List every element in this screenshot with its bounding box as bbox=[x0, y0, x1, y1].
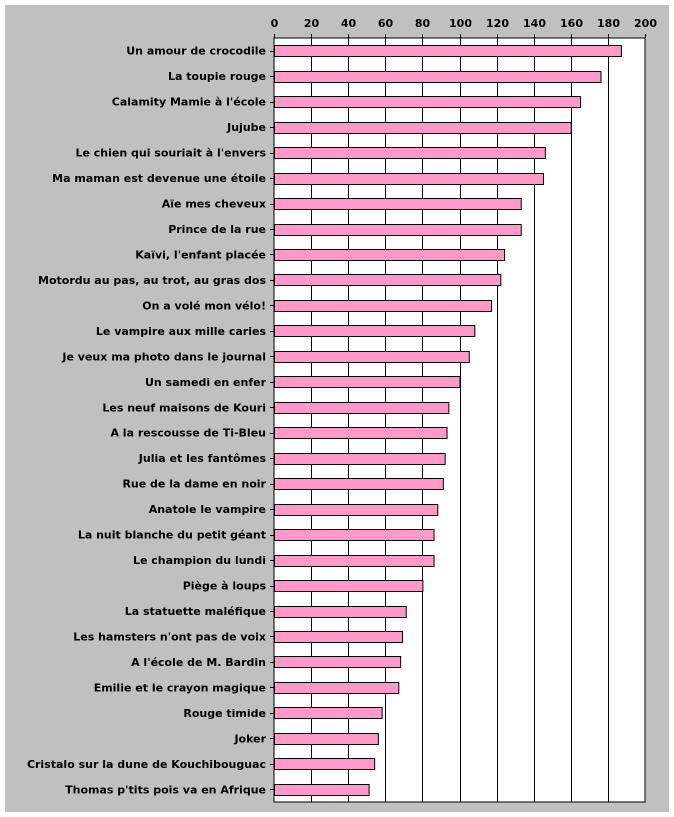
x-tick-label: 20 bbox=[304, 17, 320, 30]
category-label: Anatole le vampire bbox=[149, 503, 266, 516]
category-label: Calamity Mamie à l'école bbox=[112, 96, 266, 109]
x-tick-label: 140 bbox=[523, 17, 546, 30]
category-label: Kaïvi, l'enfant placée bbox=[135, 248, 266, 261]
category-label: Un amour de crocodile bbox=[126, 45, 266, 58]
x-axis-ticks: 0 20 40 60 80 100 120 140 160 180 200 bbox=[271, 17, 657, 38]
bar bbox=[274, 300, 493, 312]
bar bbox=[274, 427, 448, 439]
category-label: Cristalo sur la dune de Kouchibouguac bbox=[27, 758, 266, 771]
bar bbox=[274, 173, 544, 185]
x-tick-label: 40 bbox=[341, 17, 357, 30]
category-label: Motordu au pas, au trot, au gras dos bbox=[38, 274, 266, 287]
bar bbox=[274, 249, 506, 261]
bar bbox=[274, 529, 435, 541]
x-tick-label: 180 bbox=[597, 17, 620, 30]
bar bbox=[274, 147, 546, 159]
category-label: On a volé mon vélo! bbox=[142, 299, 266, 312]
category-label: Le champion du lundi bbox=[133, 554, 266, 567]
bar bbox=[274, 376, 461, 388]
bars bbox=[274, 45, 622, 796]
gridlines bbox=[311, 38, 609, 802]
bar bbox=[274, 224, 522, 236]
category-label: La statuette maléfique bbox=[125, 605, 266, 618]
category-labels: Un amour de crocodile La toupie rouge Cala… bbox=[27, 45, 274, 796]
x-tick-label: 120 bbox=[486, 17, 509, 30]
category-label: A l'école de M. Bardin bbox=[131, 656, 266, 669]
category-label: Thomas p'tits pois va en Afrique bbox=[65, 783, 266, 796]
category-label: Joker bbox=[233, 732, 266, 745]
bar bbox=[274, 656, 402, 668]
bar bbox=[274, 71, 602, 83]
category-label: Aïe mes cheveux bbox=[162, 198, 266, 211]
bar bbox=[274, 198, 522, 210]
category-label: Le chien qui souriait à l'envers bbox=[75, 147, 266, 160]
x-tick-label: 200 bbox=[634, 17, 657, 30]
bar bbox=[274, 45, 622, 57]
bar bbox=[274, 96, 582, 108]
bar bbox=[274, 580, 424, 592]
category-label: Le vampire aux mille caries bbox=[96, 325, 267, 338]
category-label: La nuit blanche du petit géant bbox=[78, 529, 266, 542]
bar bbox=[274, 402, 450, 414]
bar bbox=[274, 122, 572, 134]
category-label: Piège à loups bbox=[183, 580, 267, 593]
category-label: Rue de la dame en noir bbox=[122, 478, 266, 491]
bar bbox=[274, 453, 446, 465]
x-tick-label: 80 bbox=[415, 17, 431, 30]
bar bbox=[274, 606, 407, 618]
bar bbox=[274, 351, 470, 363]
category-label: Les hamsters n'ont pas de voix bbox=[73, 630, 266, 643]
bar bbox=[274, 478, 444, 490]
category-label: Les neuf maisons de Kouri bbox=[102, 401, 266, 414]
bar bbox=[274, 733, 379, 745]
bar bbox=[274, 555, 435, 567]
plot-area bbox=[273, 37, 646, 803]
bar bbox=[274, 631, 403, 643]
bar bbox=[274, 274, 502, 286]
plot-background bbox=[273, 37, 646, 803]
category-label: La toupie rouge bbox=[168, 70, 266, 83]
category-label: Jujube bbox=[226, 121, 266, 134]
x-tick-label: 160 bbox=[560, 17, 583, 30]
category-label: Prince de la rue bbox=[168, 223, 266, 236]
category-label: Ma maman est devenue une étoile bbox=[52, 172, 266, 185]
x-tick-label: 60 bbox=[378, 17, 394, 30]
category-label: Un samedi en enfer bbox=[145, 376, 267, 389]
bar bbox=[274, 758, 376, 770]
x-tick-label: 0 bbox=[271, 17, 279, 30]
bar bbox=[274, 325, 476, 337]
category-label: Emilie et le crayon magique bbox=[94, 681, 266, 694]
bar bbox=[274, 504, 439, 516]
bar bbox=[274, 784, 370, 796]
category-label: Je veux ma photo dans le journal bbox=[61, 350, 266, 363]
category-label: Rouge timide bbox=[183, 707, 266, 720]
category-label: Julia et les fantômes bbox=[138, 452, 267, 465]
bar bbox=[274, 682, 400, 694]
bar bbox=[274, 707, 383, 719]
category-label: A la rescousse de Ti-Bleu bbox=[110, 427, 266, 440]
x-tick-label: 100 bbox=[449, 17, 472, 30]
